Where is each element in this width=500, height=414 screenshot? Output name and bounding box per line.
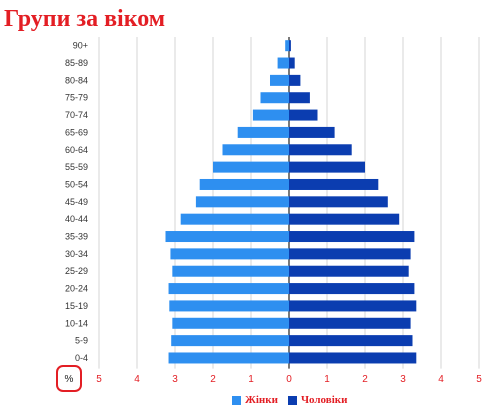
female-bar xyxy=(172,317,289,329)
x-tick-label: 2 xyxy=(210,374,216,385)
y-axis-labels: 90+ 85-89 80-84 75-79 70-74 65-69 60-64 55-59 50… xyxy=(65,41,88,363)
male-bar xyxy=(289,231,415,243)
x-tick-label: 2 xyxy=(362,374,368,385)
female-bar xyxy=(213,161,289,173)
legend: Жінки Чоловіки xyxy=(232,394,347,406)
x-tick-label: 4 xyxy=(438,374,444,385)
female-bar xyxy=(260,92,289,104)
bars-group xyxy=(165,40,417,364)
age-group-label: 75-79 xyxy=(65,93,88,103)
legend-item-male: Чоловіки xyxy=(287,394,348,406)
male-bar xyxy=(289,335,413,347)
x-tick-label: 3 xyxy=(172,374,178,385)
age-group-label: 80-84 xyxy=(65,75,88,85)
male-bar xyxy=(289,144,352,156)
female-bar xyxy=(270,74,289,86)
male-bar xyxy=(289,317,411,329)
x-axis-unit-label: % xyxy=(65,374,74,385)
age-group-label: 45-49 xyxy=(65,197,88,207)
male-bar xyxy=(289,40,291,52)
legend-swatch-male xyxy=(287,395,297,405)
age-group-label: 40-44 xyxy=(65,214,88,224)
male-bar xyxy=(289,248,411,260)
male-bar xyxy=(289,300,417,312)
age-group-label: 85-89 xyxy=(65,58,88,68)
unit-highlight-box xyxy=(56,365,82,392)
age-group-label: 35-39 xyxy=(65,232,88,242)
x-tick-label: 4 xyxy=(134,374,140,385)
female-bar xyxy=(168,283,289,295)
male-bar xyxy=(289,126,335,138)
female-bar xyxy=(199,178,289,190)
x-tick-label: 1 xyxy=(248,374,254,385)
age-group-label: 65-69 xyxy=(65,127,88,137)
legend-label-male: Чоловіки xyxy=(300,394,348,406)
female-bar xyxy=(237,126,289,138)
x-tick-label: 3 xyxy=(400,374,406,385)
age-group-label: 55-59 xyxy=(65,162,88,172)
legend-item-female: Жінки xyxy=(232,394,278,406)
age-group-label: 20-24 xyxy=(65,284,88,294)
age-group-label: 25-29 xyxy=(65,266,88,276)
legend-label-female: Жінки xyxy=(245,394,278,406)
male-bar xyxy=(289,265,409,277)
female-bar xyxy=(168,352,289,364)
male-bar xyxy=(289,178,379,190)
male-bar xyxy=(289,109,318,121)
female-bar xyxy=(195,196,289,208)
x-tick-label: 5 xyxy=(96,374,102,385)
male-bar xyxy=(289,161,365,173)
male-bar xyxy=(289,92,310,104)
female-bar xyxy=(172,265,289,277)
female-bar xyxy=(165,231,289,243)
female-bar xyxy=(180,213,289,225)
age-group-label: 90+ xyxy=(73,41,88,51)
age-group-label: 15-19 xyxy=(65,301,88,311)
age-group-label: 5-9 xyxy=(75,336,88,346)
female-bar xyxy=(252,109,289,121)
legend-swatch-female xyxy=(232,395,241,405)
x-tick-label: 0 xyxy=(286,374,292,385)
male-bar xyxy=(289,283,415,295)
chart-title: Групи за віком xyxy=(4,6,166,32)
female-bar xyxy=(169,300,289,312)
male-bar xyxy=(289,57,295,69)
x-tick-label: 1 xyxy=(324,374,330,385)
age-group-label: 10-14 xyxy=(65,318,88,328)
x-tick-label: 5 xyxy=(476,374,482,385)
age-group-label: 30-34 xyxy=(65,249,88,259)
age-group-label: 50-54 xyxy=(65,179,88,189)
age-group-label: 0-4 xyxy=(75,353,88,363)
grid-lines xyxy=(98,37,480,369)
age-group-label: 70-74 xyxy=(65,110,88,120)
female-bar xyxy=(170,248,289,260)
male-bar xyxy=(289,74,301,86)
male-bar xyxy=(289,352,417,364)
female-bar xyxy=(277,57,289,69)
female-bar xyxy=(171,335,289,347)
male-bar xyxy=(289,213,400,225)
female-bar xyxy=(285,40,289,52)
female-bar xyxy=(222,144,289,156)
x-axis-labels: 5 4 3 2 1 0 1 2 3 4 5 xyxy=(96,374,482,385)
male-bar xyxy=(289,196,388,208)
age-group-label: 60-64 xyxy=(65,145,88,155)
